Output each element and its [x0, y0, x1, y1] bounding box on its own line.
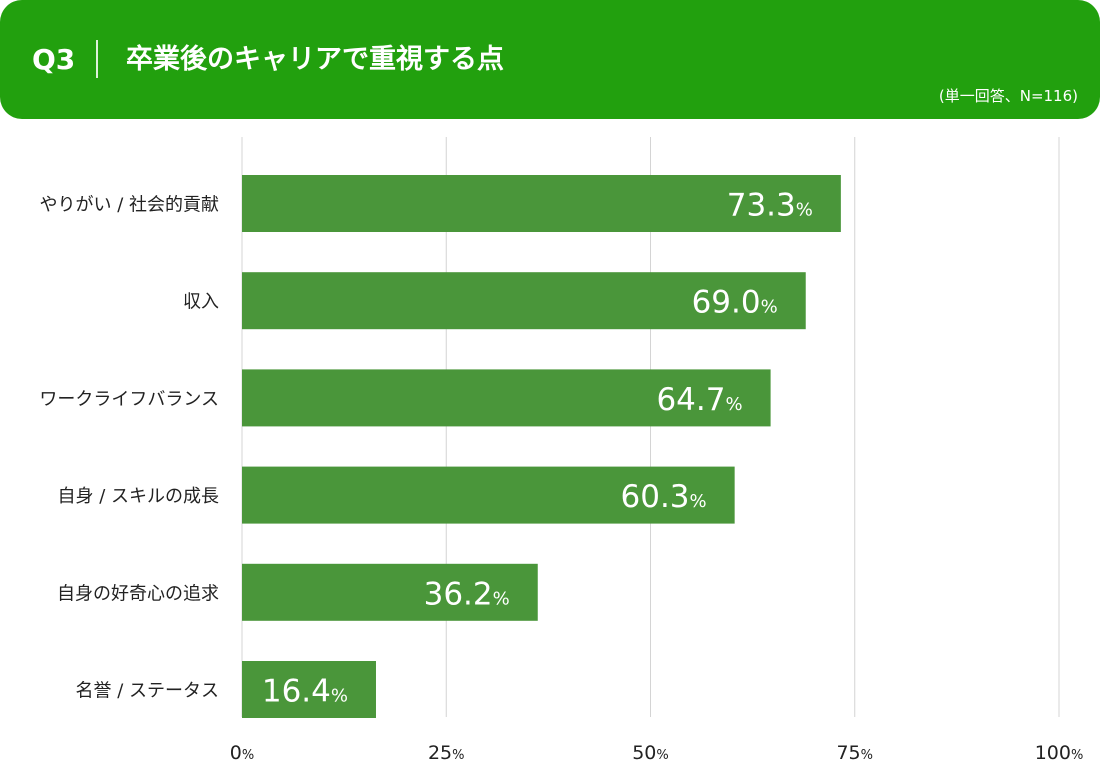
category-label: 自身の好奇心の追求 — [57, 583, 219, 604]
category-label: 収入 — [183, 292, 219, 313]
header-divider — [96, 40, 98, 78]
chart-header: Q3 卒業後のキャリアで重視する点 (単一回答、N=116) — [0, 0, 1100, 119]
x-tick-label: 0% — [230, 742, 254, 764]
x-tick-label: 50% — [632, 742, 669, 764]
bar — [242, 563, 538, 621]
bar — [242, 661, 376, 718]
value-label: 16.4% — [262, 674, 348, 710]
bar-chart: 0% 25% 50% 75% 100%やりがい / 社会的貢献 73.3%収入 69.0%ワ… — [39, 137, 1084, 764]
category-label: 自身 / スキルの成長 — [57, 486, 219, 507]
question-id: Q3 — [32, 43, 76, 76]
bar — [242, 369, 771, 427]
category-label: ワークライフバランス — [39, 389, 219, 410]
x-tick-label: 25% — [428, 742, 465, 764]
x-tick-label: 75% — [836, 742, 873, 764]
bar — [242, 466, 735, 524]
bar — [242, 272, 806, 330]
category-label: 名誉 / ステータス — [75, 681, 219, 702]
x-tick-label: 100% — [1035, 742, 1084, 764]
chart-title: 卒業後のキャリアで重視する点 — [126, 44, 504, 75]
category-label: やりがい / 社会的貢献 — [39, 195, 219, 216]
bar — [242, 175, 841, 232]
sample-note: (単一回答、N=116) — [938, 87, 1078, 105]
